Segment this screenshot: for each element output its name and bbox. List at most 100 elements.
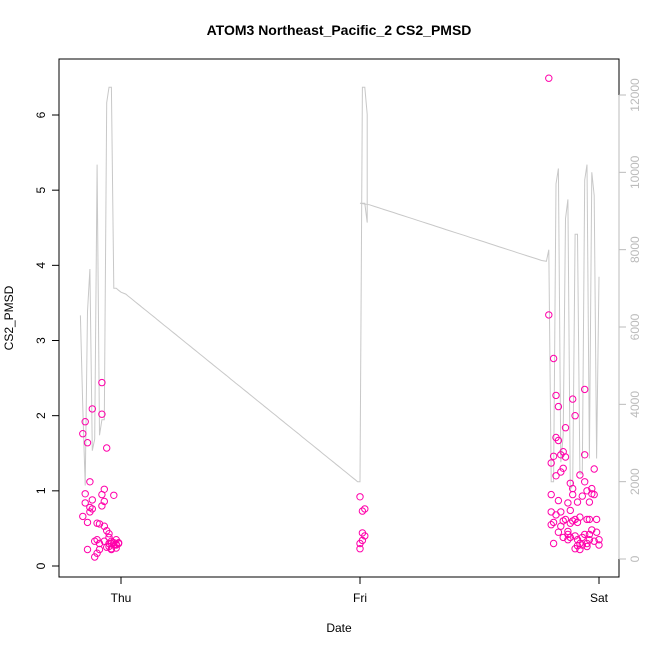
data-point: [547, 521, 555, 529]
data-point: [552, 472, 560, 480]
data-point: [554, 496, 563, 505]
data-point: [79, 512, 87, 521]
y-tick-label: 3: [34, 337, 48, 344]
data-point: [585, 530, 594, 539]
data-point: [545, 311, 553, 319]
data-point: [95, 520, 104, 528]
data-point: [592, 528, 601, 536]
data-point: [105, 530, 113, 538]
data-point: [595, 541, 603, 549]
data-point: [585, 498, 594, 506]
data-point: [583, 542, 591, 551]
points-layer: [79, 74, 603, 561]
y2-tick-label: 0: [628, 555, 642, 562]
data-point: [557, 508, 565, 516]
data-point: [83, 545, 92, 554]
data-point: [578, 541, 586, 549]
data-point: [103, 444, 111, 452]
data-point: [590, 490, 598, 499]
data-point: [559, 464, 567, 472]
data-point: [569, 395, 577, 403]
data-point: [561, 424, 570, 432]
x-axis: Thu Fri Sat: [111, 576, 609, 605]
data-point: [549, 518, 558, 527]
data-point: [100, 497, 109, 506]
data-point: [81, 418, 89, 426]
data-point: [358, 536, 367, 545]
series-line: [79, 86, 600, 492]
x-axis-label: Date: [326, 621, 352, 635]
data-point: [81, 499, 89, 507]
data-point: [592, 515, 601, 524]
data-point: [564, 536, 572, 544]
data-point: [561, 515, 570, 524]
data-point: [547, 508, 555, 516]
data-point: [595, 536, 603, 544]
data-point: [576, 471, 584, 479]
data-point: [566, 533, 574, 542]
data-point: [114, 539, 123, 547]
data-point: [585, 515, 594, 524]
x-tick-label: Thu: [111, 591, 132, 605]
data-point: [566, 506, 574, 515]
data-point: [356, 493, 364, 501]
data-point: [86, 478, 94, 486]
data-point: [583, 539, 591, 548]
data-point: [571, 532, 579, 540]
data-point: [547, 490, 555, 499]
data-point: [95, 545, 104, 554]
line-layer: [79, 86, 600, 492]
data-point: [93, 536, 101, 544]
data-point: [98, 378, 106, 387]
data-point: [98, 410, 106, 418]
data-point: [569, 490, 577, 499]
x-tick-label: Fri: [353, 591, 367, 605]
y2-tick-label: 2000: [628, 468, 642, 495]
y-tick-label: 1: [34, 487, 48, 494]
data-point: [566, 519, 574, 527]
data-point: [361, 505, 369, 513]
y2-tick-label: 4000: [628, 391, 642, 418]
data-point: [88, 405, 97, 413]
data-point: [549, 354, 558, 363]
y2-tick-label: 12000: [628, 78, 642, 112]
data-point: [88, 496, 97, 504]
x-tick-label: Sat: [590, 591, 609, 605]
data-point: [588, 526, 596, 534]
data-point: [100, 522, 109, 530]
y-axis-label: CS2_PMSD: [2, 285, 16, 350]
data-point: [549, 452, 558, 460]
data-point: [549, 539, 558, 548]
data-point: [590, 465, 598, 473]
data-point: [581, 530, 589, 539]
y-tick-label: 2: [34, 412, 48, 419]
data-point: [581, 385, 589, 394]
data-point: [356, 545, 364, 553]
data-point: [561, 453, 570, 461]
data-point: [576, 513, 584, 521]
data-point: [547, 459, 555, 467]
y2-tick-label: 6000: [628, 313, 642, 340]
data-point: [98, 502, 106, 510]
y2-axis-right: 0 2000 4000 6000 8000 10000 12000: [618, 78, 642, 562]
y2-tick-label: 10000: [628, 155, 642, 189]
data-point: [554, 528, 563, 536]
data-point: [91, 553, 99, 561]
data-point: [581, 478, 589, 486]
y2-tick-label: 8000: [628, 236, 642, 263]
data-point: [573, 542, 582, 550]
data-point: [585, 536, 594, 544]
data-point: [557, 468, 565, 476]
data-point: [564, 499, 572, 507]
data-point: [83, 518, 92, 527]
data-point: [554, 402, 563, 411]
data-point: [552, 511, 560, 519]
data-point: [573, 498, 582, 506]
data-point: [88, 505, 97, 513]
data-point: [110, 491, 118, 499]
y-axis: 0 1 2 3 4 5 6: [34, 111, 60, 569]
data-point: [576, 545, 584, 554]
data-point: [554, 436, 563, 445]
